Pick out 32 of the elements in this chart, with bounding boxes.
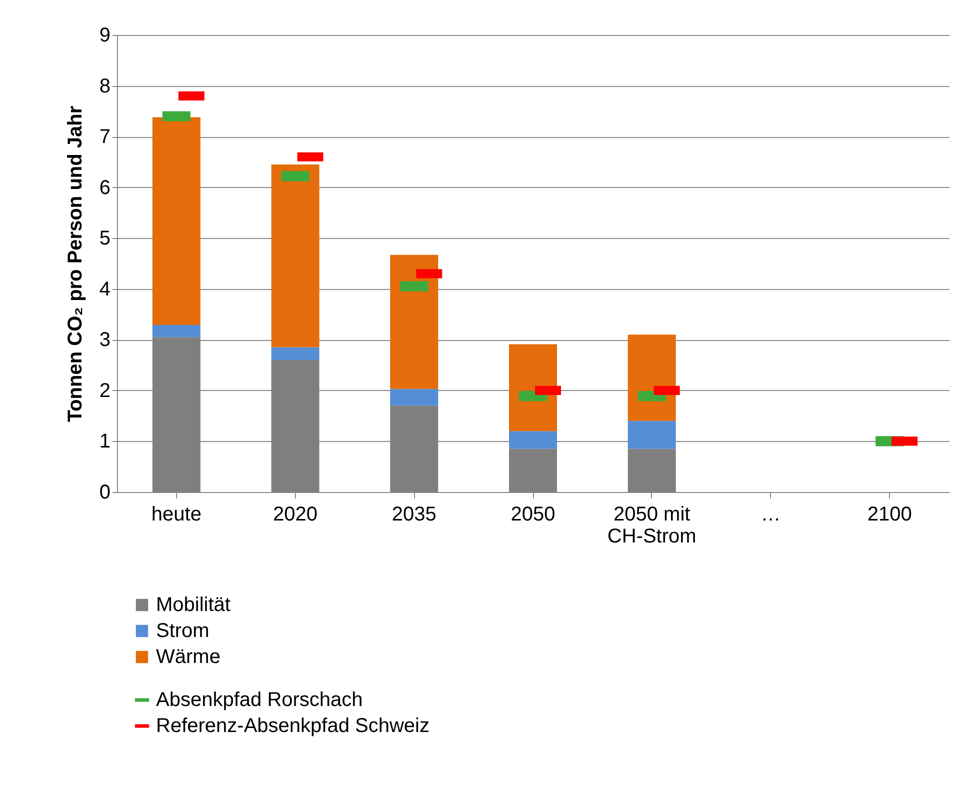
bar bbox=[390, 388, 438, 406]
y-tick-label: 5 bbox=[99, 228, 110, 250]
bar bbox=[271, 347, 320, 360]
bar bbox=[271, 164, 320, 348]
bar bbox=[509, 431, 557, 449]
bar bbox=[628, 420, 676, 449]
legend-label: Strom bbox=[156, 620, 210, 642]
y-tick-label: 1 bbox=[99, 430, 110, 453]
y-tick-label: 9 bbox=[99, 24, 110, 46]
x-tick-label: 2100 bbox=[867, 504, 912, 526]
x-tick-label: heute bbox=[151, 504, 202, 526]
y-tick-label: 8 bbox=[99, 75, 110, 98]
y-tick-label: 2 bbox=[99, 380, 110, 402]
legend-label: Absenkpfad Rorschach bbox=[156, 689, 363, 711]
legend-label: Wärme bbox=[156, 646, 220, 668]
y-tick-label: 4 bbox=[99, 278, 110, 300]
x-tick-label: 2035 bbox=[392, 504, 436, 526]
bar bbox=[390, 254, 438, 389]
bar bbox=[152, 117, 200, 325]
y-axis-title: Tonnen CO₂ pro Person und Jahr bbox=[64, 106, 86, 422]
legend-label: Mobilität bbox=[156, 594, 231, 616]
legend-label: Referenz-Absenkpfad Schweiz bbox=[156, 715, 430, 737]
x-tick-label: 2050 mit CH-Strom bbox=[607, 504, 696, 548]
bar bbox=[509, 344, 557, 432]
x-tick-label: 2050 bbox=[510, 504, 556, 526]
x-tick-label: 2020 bbox=[273, 504, 318, 526]
bar bbox=[152, 324, 200, 338]
y-tick-label: 6 bbox=[99, 176, 110, 199]
y-tick-label: 7 bbox=[99, 126, 110, 148]
x-tick-label: … bbox=[760, 504, 781, 526]
y-tick-label: 3 bbox=[99, 329, 110, 352]
y-tick-label: 0 bbox=[99, 482, 110, 504]
